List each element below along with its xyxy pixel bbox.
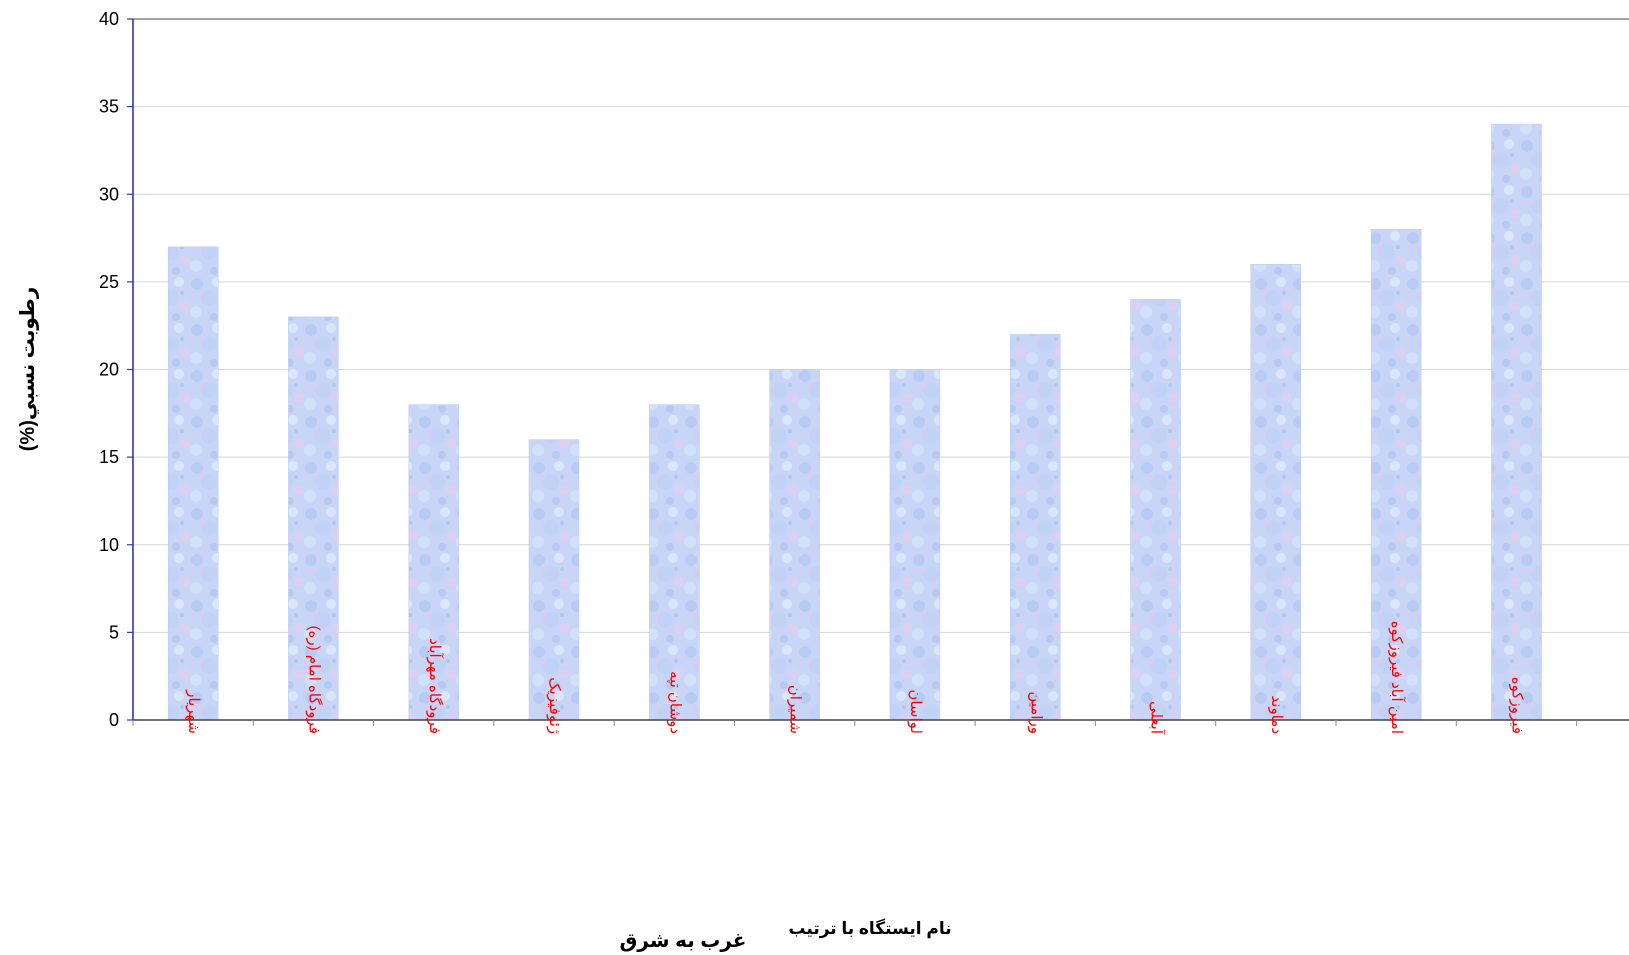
axes [127,18,1629,726]
y-tick-label: 35 [99,97,119,117]
x-category-label: فرودگاه مهرآباد [426,638,444,734]
x-category-label: لواسان [907,689,924,734]
y-tick-label: 40 [99,9,119,29]
x-category-label: امین آباد فیروزکوه [1388,621,1406,734]
y-axis-title: رطوبت نسبي(%) [17,287,40,452]
bars: شهریار: 27 فرودگاه امام (ره): 23 فرودگاه م… [167,123,1542,721]
bar: لواسان: 20 [889,369,941,721]
y-tick-label: 30 [99,184,119,204]
bar: ژئوفیزیک: 16 [528,439,580,721]
bar: شمیران: 20 [769,369,820,721]
x-axis-title: نام ایستگاه با ترتیب [788,918,951,939]
bar: دماوند: 26 [1250,264,1302,721]
bar: فرودگاه مهرآباد: 18 [408,404,460,721]
x-category-label: فیروزکوه [1509,677,1526,734]
x-category-label: ورامین [1027,691,1044,734]
gridlines [133,18,1629,633]
x-category-labels: شهریار فرودگاه امام (ره) فرودگاه مهرآباد ژئ… [185,621,1525,735]
bar: فرودگاه امام (ره): 23 [288,316,339,721]
bar: آبعلی: 24 [1130,299,1181,721]
x-category-label: شهریار [185,689,202,734]
y-tick-label: 20 [99,360,119,380]
y-tick-label: 15 [99,447,119,467]
y-tick-labels: 0 5 10 15 20 25 30 35 40 [99,9,119,730]
y-tick-label: 5 [109,622,119,642]
bar: شهریار: 27 [167,246,219,721]
x-category-label: ژئوفیزیک [546,677,563,734]
x-category-label: فرودگاه امام (ره) [305,626,323,734]
bar: فیروزکوه: 34 [1491,123,1542,721]
x-category-label: دماوند [1268,695,1285,734]
x-category-label: آبعلی [1148,701,1166,735]
x-axis-title-secondary: غرب به شرق [620,930,747,952]
y-tick-label: 10 [99,535,119,555]
x-category-label: شمیران [787,685,804,734]
y-tick-label: 25 [99,272,119,292]
y-tick-label: 0 [109,710,119,730]
bar: دوشان تپه: 18 [649,404,700,721]
x-category-label: دوشان تپه [665,671,683,734]
bar: امین آباد فیروزکوه: 28 [1370,229,1422,721]
bar: ورامین: 22 [1010,334,1061,721]
